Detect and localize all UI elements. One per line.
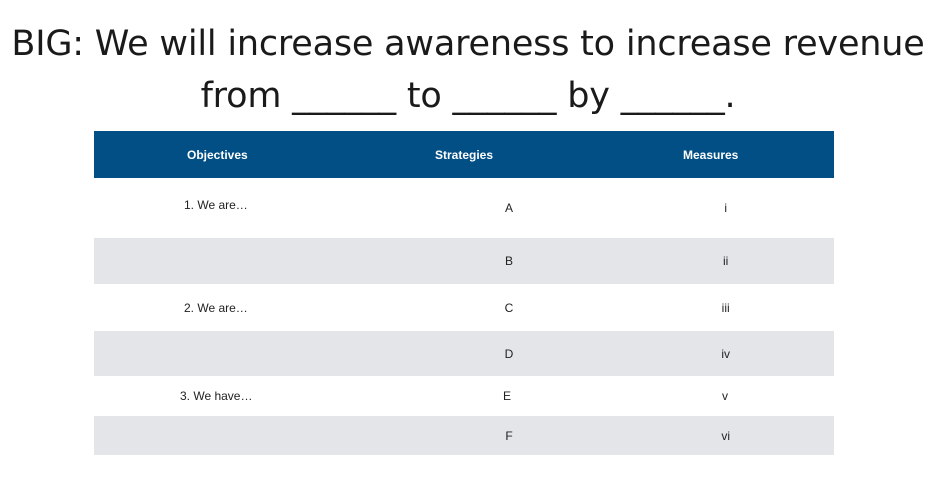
measure-cell: i [724, 201, 728, 215]
measure-cell: vi [721, 428, 731, 443]
table-row: 3. We have… E v [94, 376, 834, 416]
table-row: B ii [94, 238, 834, 284]
strategy-cell: F [505, 428, 513, 443]
measure-cell: iii [721, 300, 730, 315]
measure-cell: ii [723, 254, 729, 268]
title-line-2: from ______ to ______ by ______. [200, 76, 736, 116]
measure-cell: iv [721, 346, 731, 361]
strategy-cell: B [505, 254, 514, 268]
measure-cell: v [722, 389, 728, 403]
table-row: 1. We are… A i [94, 178, 834, 238]
strategy-cell: A [505, 201, 514, 215]
objective-cell: 1. We are… [184, 198, 248, 212]
table-row: D iv [94, 331, 834, 376]
slide-title: BIG: We will increase awareness to incre… [0, 18, 936, 122]
table-header-row: Objectives Strategies Measures [94, 131, 834, 178]
table-row: 2. We are… C iii [94, 284, 834, 331]
table-row: F vi [94, 416, 834, 455]
strategy-cell: C [504, 300, 514, 315]
header-strategies: Strategies [434, 147, 494, 162]
strategy-cell: E [502, 389, 511, 403]
title-line-1: BIG: We will increase awareness to incre… [11, 24, 925, 64]
objective-cell: 3. We have… [180, 389, 253, 403]
objective-cell: 2. We are… [184, 300, 248, 315]
header-objectives: Objectives [186, 147, 248, 162]
header-measures: Measures [682, 147, 739, 162]
objectives-table: Objectives Strategies Measures 1. We are… [94, 131, 834, 455]
strategy-cell: D [504, 346, 514, 361]
